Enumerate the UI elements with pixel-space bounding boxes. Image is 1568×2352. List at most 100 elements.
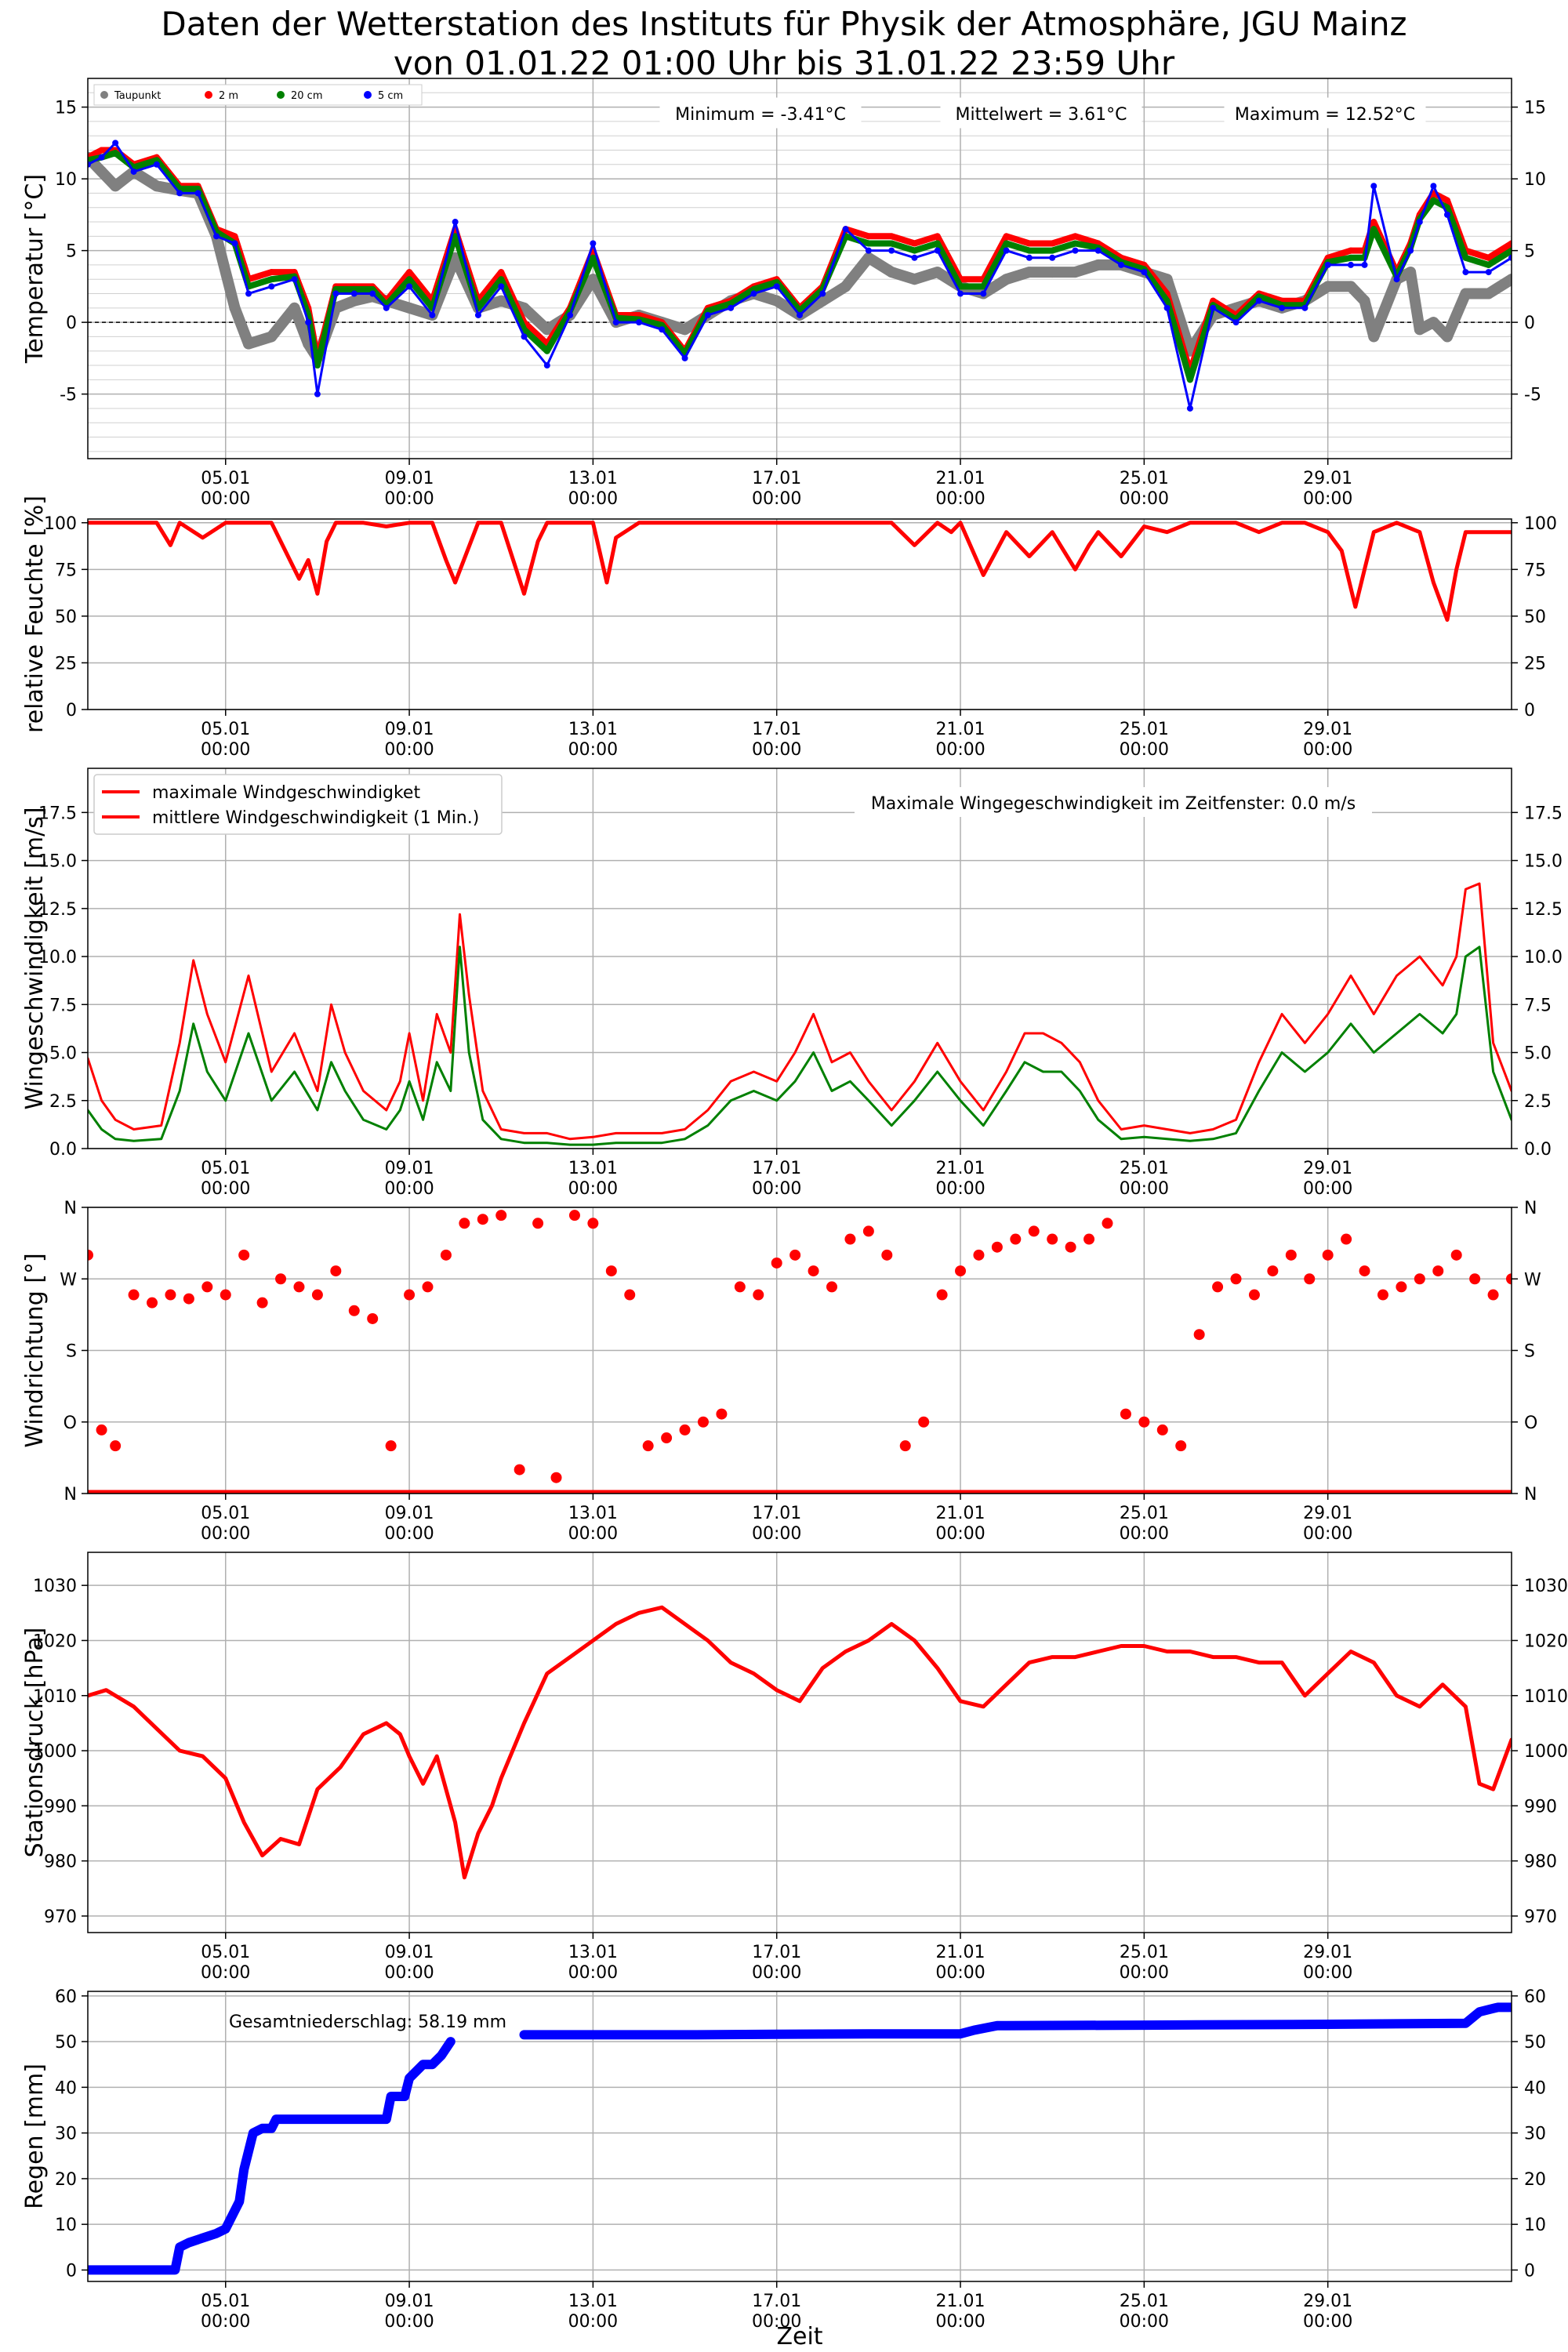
wind-direction-point	[88, 1249, 93, 1261]
temperature-point	[728, 300, 735, 307]
temperature-point	[1161, 274, 1173, 285]
temperature-point	[1508, 240, 1512, 247]
wind-direction-point	[1285, 1249, 1297, 1261]
temperature-point	[1069, 267, 1081, 278]
temperature-point	[1049, 254, 1056, 261]
x-tick-label: 00:00	[1303, 2312, 1352, 2332]
wind-direction-point	[1083, 1233, 1095, 1245]
temperature-point	[1462, 254, 1469, 261]
y-axis-label: Stationsdruck [hPa]	[21, 1628, 49, 1858]
temperature-point	[1003, 233, 1010, 240]
legend-box	[93, 774, 503, 835]
series-rain	[88, 2037, 456, 2275]
y-tick-label: 30	[55, 2125, 77, 2144]
temperature-point	[1443, 197, 1450, 204]
y-tick-label-right: 15	[1524, 99, 1546, 118]
temperature-point	[348, 295, 360, 307]
x-tick-label: 00:00	[384, 1524, 434, 1544]
temperature-point	[1072, 240, 1079, 247]
panel-frame	[87, 1207, 1512, 1494]
temperature-point	[1255, 297, 1262, 304]
legend-marker	[277, 91, 285, 99]
y-tick-label-right: 30	[1524, 2125, 1546, 2144]
wind-direction-point	[936, 1289, 948, 1301]
series-line	[88, 1605, 1512, 1880]
x-tick-label: 17.01	[752, 1504, 801, 1523]
wind-direction-point	[183, 1293, 194, 1305]
temperature-point	[1441, 331, 1453, 343]
y-tick-label-right: 0	[1524, 314, 1535, 333]
wind-direction-point	[1267, 1265, 1279, 1277]
annotation-box	[1224, 97, 1426, 129]
x-tick-label: 00:00	[201, 1524, 250, 1544]
wind-direction-point	[1010, 1233, 1022, 1245]
x-tick-label: 00:00	[201, 489, 250, 509]
y-axis-label: Wingeschwindigkeit [m/s]	[21, 807, 49, 1109]
temperature-point	[521, 333, 528, 340]
temperature-point	[840, 281, 851, 292]
x-tick-label: 05.01	[201, 1504, 250, 1523]
x-tick-label: 00:00	[935, 1963, 985, 1983]
temperature-point	[1003, 240, 1010, 247]
x-tick-label: 25.01	[1120, 720, 1169, 739]
temperature-point	[1370, 183, 1377, 190]
temperature-point	[773, 283, 780, 290]
wind-direction-point	[1341, 1233, 1352, 1245]
temperature-point	[659, 321, 666, 328]
wind-direction-point	[862, 1225, 874, 1237]
series-maximale-Windgeschwindigket	[88, 882, 1512, 1141]
wind-direction-point	[1212, 1281, 1224, 1293]
temperature-point	[567, 311, 574, 318]
wind-direction-point	[1065, 1241, 1076, 1253]
wind-direction-point	[1248, 1289, 1260, 1301]
y-tick-label: S	[66, 1342, 77, 1362]
panel-frame	[87, 768, 1512, 1149]
wind-direction-point	[477, 1214, 488, 1225]
temperature-point	[350, 290, 358, 297]
wind-direction-point	[881, 1249, 893, 1261]
temperature-point	[498, 269, 505, 276]
temperature-point	[911, 247, 918, 254]
y-tick-label-right: 0.0	[1524, 1140, 1552, 1160]
wind-direction-point	[311, 1289, 323, 1301]
wind-direction-point	[899, 1440, 911, 1452]
temperature-point	[110, 180, 122, 192]
wind-direction-point	[404, 1289, 416, 1301]
temperature-point	[1049, 247, 1056, 254]
temperature-point	[130, 168, 137, 175]
wind-direction-point	[679, 1424, 691, 1436]
panel-pressure: 970 970 980 980 990 990 1000 1000 1010 1010 1020 10…	[21, 1552, 1568, 1983]
legend-label: 5 cm	[378, 90, 403, 102]
wind-direction-point	[1377, 1289, 1388, 1301]
x-tick-label: 21.01	[936, 2292, 985, 2311]
series-line	[88, 150, 1512, 383]
temperature-point	[1359, 295, 1370, 307]
y-tick-label-right: 2.5	[1524, 1092, 1552, 1112]
wind-direction-point	[716, 1408, 728, 1420]
temperature-point	[332, 290, 339, 297]
temperature-point	[750, 286, 757, 293]
y-tick-label: 0.0	[49, 1140, 77, 1160]
temperature-point	[268, 269, 275, 276]
series-rain	[519, 2002, 1512, 2040]
temperature-point	[911, 240, 918, 247]
temperature-point	[452, 219, 459, 226]
y-tick-label: 15.0	[38, 852, 77, 872]
x-tick-label: 00:00	[568, 1963, 618, 1983]
y-tick-label: 100	[44, 514, 77, 534]
temperature-point	[383, 304, 390, 311]
y-tick-label-right: 75	[1524, 561, 1546, 580]
temperature-point	[1210, 304, 1217, 311]
y-tick-label-right: 100	[1524, 514, 1557, 534]
temperature-point	[1072, 247, 1079, 254]
temperature-point	[957, 290, 964, 297]
x-tick-label: 00:00	[384, 489, 434, 509]
y-tick-label-right: 25	[1524, 654, 1546, 673]
temperature-point	[659, 326, 666, 333]
wind-direction-point	[1047, 1233, 1058, 1245]
legend-label: 20 cm	[291, 90, 323, 102]
x-tick-label: 13.01	[568, 1159, 618, 1178]
y-tick-label-right: 1010	[1524, 1687, 1568, 1707]
temperature-point	[1405, 267, 1417, 278]
